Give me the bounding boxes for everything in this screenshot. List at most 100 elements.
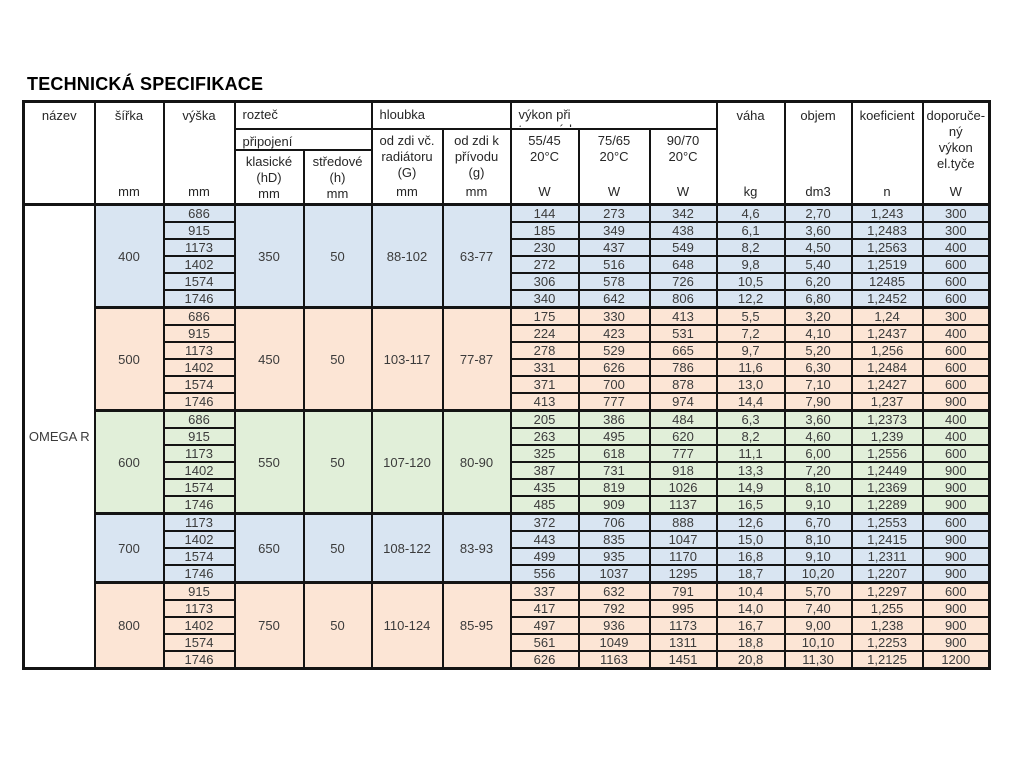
table-row: 600 686 550 50 107-120 80-90 205 386 484 6,3 3,60 1… [24, 409, 991, 515]
power-9070-cell: 620 [648, 427, 718, 446]
power-5545-cell: 205 [509, 409, 580, 429]
depth-to-inlet-cell: 80-90 [441, 409, 512, 515]
height-cell: 1746 [162, 289, 236, 309]
volume-cell: 8,10 [783, 478, 853, 497]
recommended-power-cell: 300 [921, 221, 991, 240]
height-cell: 1402 [162, 255, 236, 274]
header-vykon-label: výkon při tep. spádu [518, 106, 580, 127]
volume-cell: 6,80 [783, 289, 853, 309]
recommended-power-cell: 900 [921, 633, 991, 652]
coefficient-cell: 1,238 [850, 616, 924, 635]
depth-to-inlet-cell: 77-87 [441, 306, 512, 412]
recommended-power-cell: 1200 [921, 650, 991, 670]
pitch-central-cell: 50 [302, 306, 373, 412]
power-7565-cell: 909 [577, 495, 651, 515]
coefficient-cell: 1,2553 [850, 512, 924, 532]
header-koeficient: koeficient n [850, 100, 924, 206]
height-cell: 686 [162, 409, 236, 429]
weight-cell: 14,4 [715, 392, 786, 412]
header-vyska-label: výška [182, 107, 216, 123]
pitch-classic-cell: 650 [233, 512, 305, 584]
weight-cell: 11,1 [715, 444, 786, 463]
power-7565-cell: 1163 [577, 650, 651, 670]
header-sirka: šířka mm [93, 100, 165, 206]
header-temp-7565-unit: W [607, 184, 621, 200]
table-row: 915 224 423 531 7,2 4,10 1,2437 400 [24, 324, 991, 343]
volume-cell: 10,20 [783, 564, 853, 584]
header-temp-5545: 55/45 20°C W [509, 127, 580, 206]
power-5545-cell: 556 [509, 564, 580, 584]
power-7565-cell: 626 [577, 358, 651, 377]
power-5545-cell: 325 [509, 444, 580, 463]
power-9070-cell: 665 [648, 341, 718, 360]
header-vaha: váha kg [715, 100, 786, 206]
power-5545-cell: 337 [509, 581, 580, 601]
height-cell: 1173 [162, 599, 236, 618]
header-pitch-classic: klasické (hD) mm [233, 148, 305, 206]
power-5545-cell: 144 [509, 203, 580, 223]
height-cell: 1574 [162, 478, 236, 497]
power-7565-cell: 618 [577, 444, 651, 463]
power-7565-cell: 1037 [577, 564, 651, 584]
volume-cell: 9,10 [783, 547, 853, 566]
header-vaha-unit: kg [743, 183, 758, 199]
depth-from-wall-cell: 107-120 [370, 409, 444, 515]
power-7565-cell: 273 [577, 203, 651, 223]
coefficient-cell: 1,24 [850, 306, 924, 326]
table-row: 1402 497 936 1173 16,7 9,00 1,238 900 [24, 616, 991, 635]
pitch-classic-cell: 350 [233, 203, 305, 309]
coefficient-cell: 1,2311 [850, 547, 924, 566]
height-cell: 1574 [162, 272, 236, 291]
spec-table-body: OMEGA R 400 686 350 50 88-102 63-77 144 273 342 4,… [22, 203, 991, 670]
power-7565-cell: 777 [577, 392, 651, 412]
weight-cell: 12,6 [715, 512, 786, 532]
height-cell: 1402 [162, 461, 236, 480]
weight-cell: 6,3 [715, 409, 786, 429]
header-temp-9070-unit: W [676, 184, 690, 200]
recommended-power-cell: 900 [921, 478, 991, 497]
power-9070-cell: 995 [648, 599, 718, 618]
recommended-power-cell: 900 [921, 547, 991, 566]
power-9070-cell: 777 [648, 444, 718, 463]
volume-cell: 6,70 [783, 512, 853, 532]
header-roztec-group: rozteč [233, 100, 373, 130]
power-9070-cell: 1137 [648, 495, 718, 515]
coefficient-cell: 1,2563 [850, 238, 924, 257]
header-pripojeni: připojení [233, 127, 373, 151]
header-roztec-label: rozteč [242, 106, 278, 122]
header-nazev: název [22, 100, 96, 206]
width-cell: 700 [93, 512, 165, 584]
header-koeficient-unit: n [883, 183, 891, 199]
recommended-power-cell: 900 [921, 564, 991, 584]
pitch-classic-cell: 550 [233, 409, 305, 515]
page-title: TECHNICKÁ SPECIFIKACE [27, 74, 264, 94]
height-cell: 915 [162, 427, 236, 446]
header-vaha-label: váha [736, 107, 765, 123]
recommended-power-cell: 600 [921, 444, 991, 463]
power-7565-cell: 632 [577, 581, 651, 601]
volume-cell: 7,20 [783, 461, 853, 480]
table-row: 1574 435 819 1026 14,9 8,10 1,2369 900 [24, 478, 991, 497]
power-5545-cell: 497 [509, 616, 580, 635]
depth-from-wall-cell: 110-124 [370, 581, 444, 670]
weight-cell: 16,7 [715, 616, 786, 635]
weight-cell: 14,9 [715, 478, 786, 497]
header-hloubka-group: hloubka [370, 100, 512, 130]
table-row: 500 686 450 50 103-117 77-87 175 330 413 5,5 3,20 1… [24, 306, 991, 412]
weight-cell: 10,5 [715, 272, 786, 291]
table-row: 915 185 349 438 6,1 3,60 1,2483 300 [24, 221, 991, 240]
header-pripojeni-label: připojení [242, 133, 293, 149]
power-9070-cell: 413 [648, 306, 718, 326]
power-9070-cell: 888 [648, 512, 718, 532]
recommended-power-cell: 900 [921, 392, 991, 412]
header-pitch-classic-label: klasické (hD) [245, 154, 293, 186]
header-depth-radiator: od zdi vč. radiátoru (G) mm [370, 127, 444, 206]
header-temp-7565-label: 75/65 20°C [597, 133, 631, 165]
recommended-power-cell: 400 [921, 427, 991, 446]
pitch-classic-cell: 450 [233, 306, 305, 412]
power-5545-cell: 626 [509, 650, 580, 670]
power-5545-cell: 499 [509, 547, 580, 566]
coefficient-cell: 1,237 [850, 392, 924, 412]
weight-cell: 9,8 [715, 255, 786, 274]
power-9070-cell: 1026 [648, 478, 718, 497]
